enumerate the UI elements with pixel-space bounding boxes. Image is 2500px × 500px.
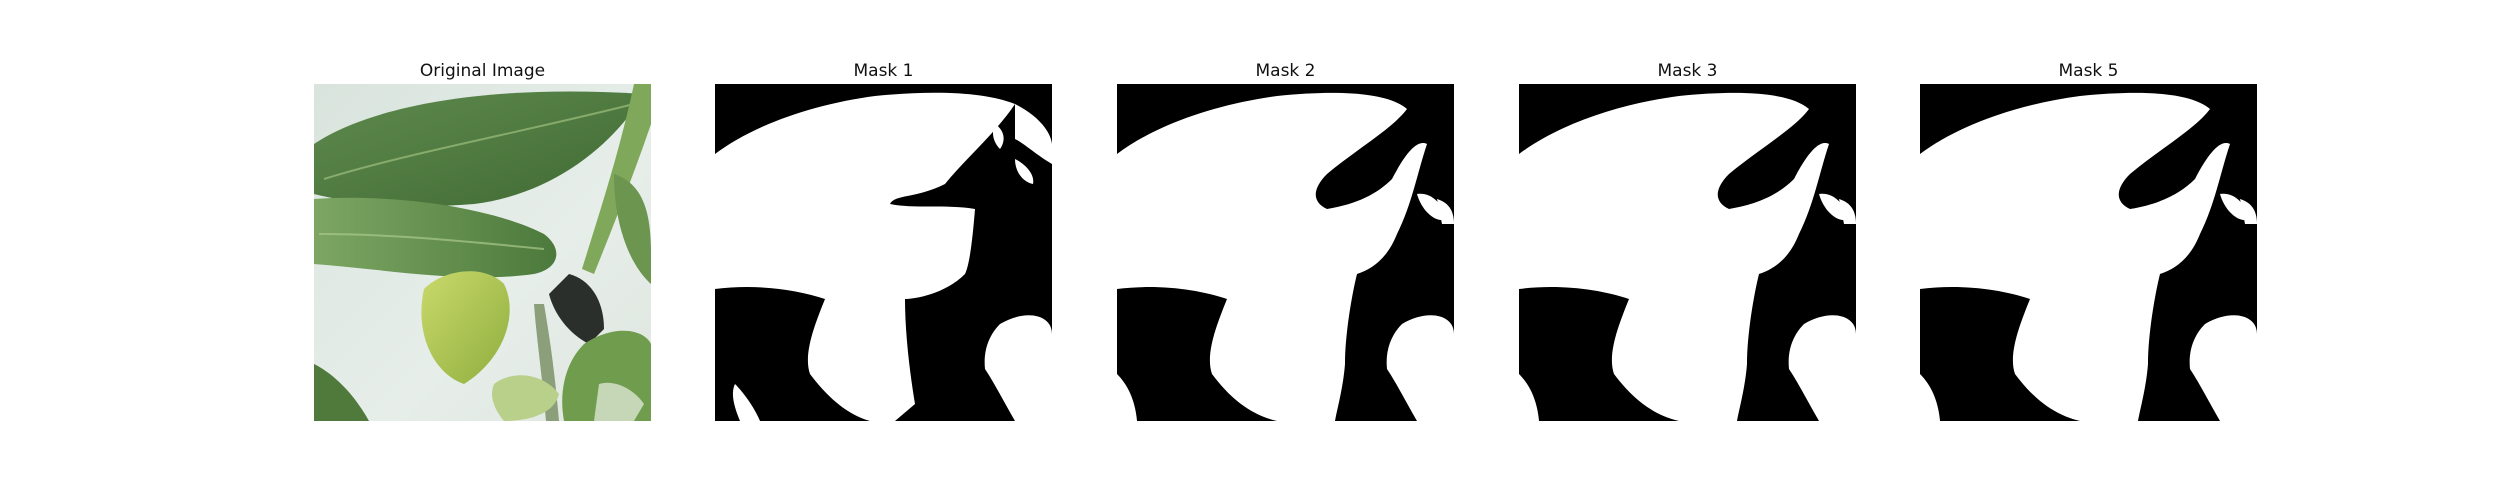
panel-title: Mask 5 (2058, 61, 2119, 81)
panel-mask-1: Mask 1 (715, 58, 1052, 421)
panel-title: Original Image (419, 61, 546, 81)
panel-title: Mask 1 (853, 61, 914, 81)
panel-title: Mask 2 (1255, 61, 1316, 81)
mask-5-image (1920, 84, 2257, 421)
mask-1-image (715, 84, 1052, 421)
panel-mask-2: Mask 2 (1117, 58, 1454, 421)
mask-3-image (1519, 84, 1856, 421)
panel-title: Mask 3 (1657, 61, 1718, 81)
original-image (314, 84, 651, 421)
panel-mask-3: Mask 3 (1519, 58, 1856, 421)
mask-2-image (1117, 84, 1454, 421)
panel-original-image: Original Image (314, 58, 651, 421)
panel-mask-5: Mask 5 (1920, 58, 2257, 421)
